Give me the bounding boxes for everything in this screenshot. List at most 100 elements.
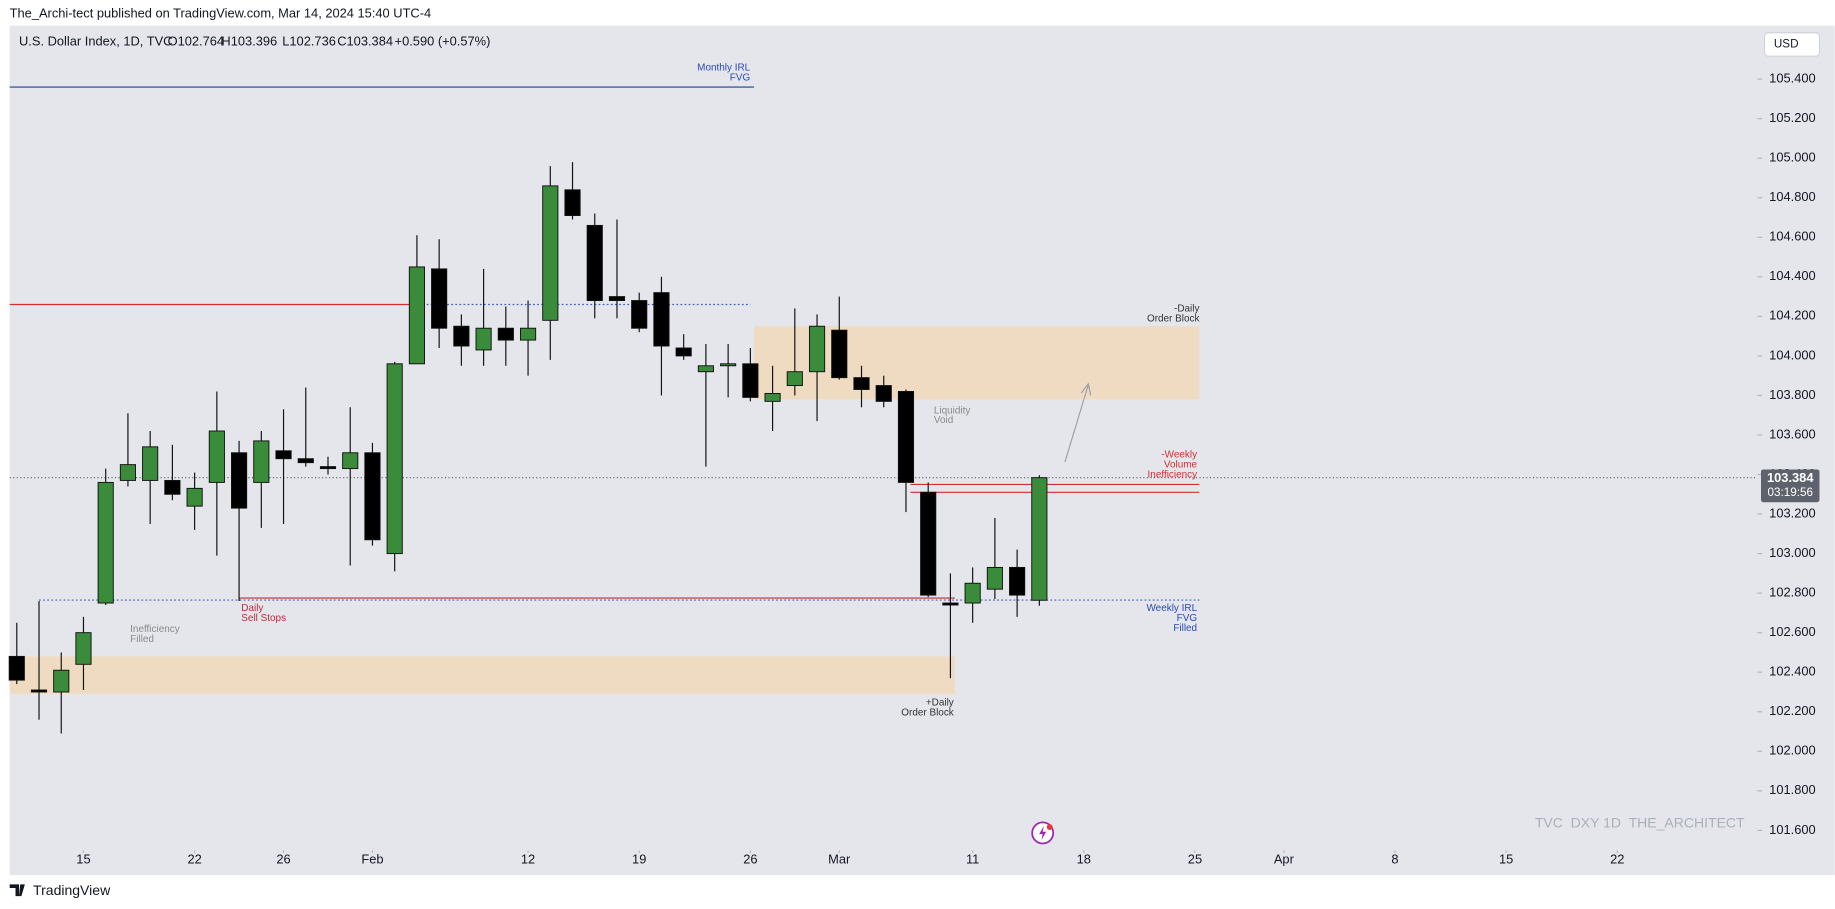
candle-body-down [364, 452, 381, 541]
plot-layer [9, 78, 1763, 853]
x-tick-label: 8 [1391, 851, 1398, 866]
arrow [1064, 384, 1089, 463]
candle-body-down [497, 327, 514, 341]
candle-body-up [208, 430, 225, 483]
candle-body-down [297, 458, 314, 464]
candle-body-down [631, 300, 648, 329]
arrow-head [1080, 382, 1092, 396]
y-tick-label: 105.400 [1769, 71, 1815, 86]
brand: TradingView [33, 882, 111, 898]
y-tick-label: 104.800 [1769, 189, 1815, 204]
x-tick-label: 25 [1188, 851, 1202, 866]
x-tick-label: Apr [1274, 851, 1295, 866]
annotation: Liquidity [934, 405, 970, 416]
annotation: Filled [130, 634, 154, 645]
ohlc-label: H103.396 [221, 34, 277, 49]
candle-body-down [675, 347, 692, 357]
plot-background [9, 25, 1835, 876]
x-tick-label: 26 [276, 851, 290, 866]
annotation: Weekly IRL [1146, 603, 1197, 614]
candle-body-up [986, 566, 1003, 590]
candle-body-up [408, 266, 425, 365]
candle-body-down [653, 292, 670, 347]
candle-body-up [475, 327, 492, 351]
annotation: Filled [1173, 623, 1197, 634]
candle-body-down [942, 602, 959, 606]
candle-body-down [564, 189, 581, 216]
x-tick-label: 22 [1610, 851, 1624, 866]
ohlc-label: O102.764 [168, 34, 225, 49]
y-tick-label: 104.400 [1769, 268, 1815, 283]
x-tick-label: 18 [1077, 851, 1091, 866]
annotation: Void [934, 415, 953, 426]
annotation: -Weekly [1161, 450, 1197, 461]
candle-body-down [164, 479, 181, 495]
y-tick-label: 105.000 [1769, 150, 1815, 165]
candle-body-up [764, 392, 781, 402]
annotation: +Daily [926, 698, 954, 709]
y-tick-label: 102.800 [1769, 585, 1815, 600]
candle-body-up [186, 487, 203, 507]
ohlc-label: C103.384 [337, 34, 393, 49]
event-dot [1046, 824, 1053, 831]
candle-body-down [431, 268, 448, 329]
zone [753, 326, 1200, 400]
candle-body-down [875, 385, 892, 402]
countdown: 03:19:56 [1767, 486, 1813, 499]
candle-body-up [53, 669, 70, 693]
x-tick-label: Feb [361, 851, 383, 866]
candle-body-up [786, 371, 803, 387]
currency[interactable]: USD [1774, 38, 1799, 51]
x-tick-label: 15 [76, 851, 90, 866]
annotation: Daily [241, 603, 263, 614]
y-tick-label: 102.400 [1769, 664, 1815, 679]
y-tick-label: 105.200 [1769, 110, 1815, 125]
candle-body-up [253, 440, 270, 483]
candle-body-down [1009, 566, 1026, 596]
x-tick-label: 12 [521, 851, 535, 866]
candle-body-down [608, 296, 626, 302]
x-tick-label: 26 [743, 851, 757, 866]
y-tick-label: 104.000 [1769, 347, 1815, 362]
y-tick-label: 104.600 [1769, 229, 1815, 244]
x-tick-label: 22 [187, 851, 201, 866]
price-tag-label: 103.384 [1767, 470, 1814, 485]
y-tick-label: 101.600 [1769, 822, 1815, 837]
x-tick-label: 11 [966, 851, 979, 866]
candle-body-up [808, 325, 826, 373]
candle-body-down [8, 655, 25, 681]
candle-body-down [319, 466, 337, 470]
annotation: FVG [730, 72, 750, 83]
candle-body-up [119, 464, 137, 481]
y-tick-label: 102.600 [1769, 624, 1815, 639]
ohlc-label: L102.736 [282, 34, 336, 49]
annotation: FVG [1177, 613, 1197, 624]
annotation: Order Block [901, 708, 953, 719]
candle-body-up [342, 452, 359, 470]
candle-body-down [453, 325, 470, 347]
annotation: Inefficiency [1148, 470, 1198, 481]
chart-title: U.S. Dollar Index, 1D, TVC [19, 34, 172, 49]
candle-body-down [275, 450, 292, 460]
candle-body-down [831, 329, 848, 379]
candle-body-up [142, 446, 159, 481]
candle-body-up [697, 365, 714, 373]
annotation: Monthly IRL [697, 62, 750, 73]
y-tick-label: 101.800 [1769, 782, 1815, 797]
y-tick-label: 103.000 [1769, 545, 1815, 560]
annotation: Order Block [1147, 313, 1199, 324]
candle-body-up [1031, 477, 1048, 601]
candle-body-up [720, 363, 737, 367]
y-tick-label: 102.000 [1769, 743, 1815, 758]
candle-body-down [897, 391, 915, 483]
x-tick-label: 15 [1499, 851, 1513, 866]
annotation: Inefficiency [130, 624, 180, 635]
candle-body-up [519, 327, 537, 341]
candle-body-up [75, 632, 92, 665]
candle-body-down [30, 689, 48, 693]
zone [9, 656, 955, 694]
y-tick-label: 103.600 [1769, 426, 1815, 441]
y-tick-label: 104.200 [1769, 308, 1815, 323]
annotation: -Daily [1174, 303, 1199, 314]
currency-box[interactable] [1763, 32, 1821, 57]
